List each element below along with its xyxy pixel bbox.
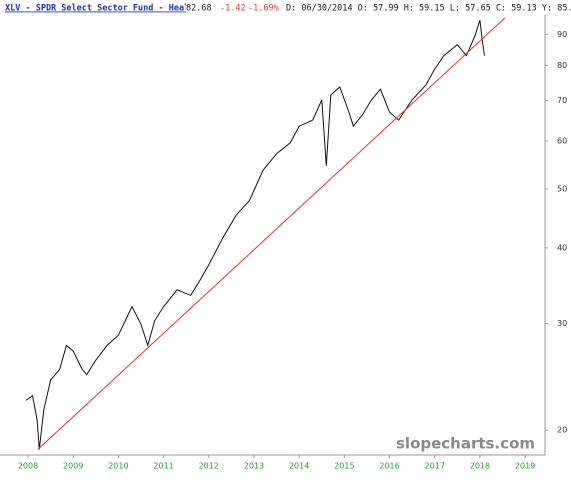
series-line [25, 20, 485, 450]
y-tick-label: 90 [557, 30, 567, 39]
y-tick-label: 30 [557, 319, 567, 328]
y-tick-label: 80 [557, 61, 567, 70]
series-line [37, 17, 506, 450]
x-tick-label: 2013 [244, 462, 264, 471]
x-tick-label: 2012 [199, 462, 219, 471]
y-tick-label: 20 [557, 426, 567, 435]
x-tick-label: 2014 [289, 462, 309, 471]
y-tick-label: 40 [557, 243, 567, 252]
x-tick-label: 2019 [515, 462, 535, 471]
watermark: slopecharts.com [396, 435, 535, 453]
x-tick-label: 2008 [18, 462, 38, 471]
quote-change: -1.42 [220, 4, 246, 14]
quote-detail: D: 06/30/2014 O: 57.99 H: 59.15 L: 57.65… [286, 4, 571, 14]
x-tick-label: 2018 [470, 462, 490, 471]
x-tick-label: 2016 [379, 462, 399, 471]
x-tick-label: 2017 [425, 462, 445, 471]
x-tick-label: 2011 [153, 462, 173, 471]
x-tick-label: 2015 [334, 462, 354, 471]
quote-change-pct: -1.69% [248, 4, 279, 14]
y-tick-label: 70 [557, 96, 567, 105]
chart-title: XLV - SPDR Select Sector Fund - Health C [5, 4, 210, 14]
x-tick-label: 2009 [63, 462, 83, 471]
x-tick-label: 2010 [108, 462, 128, 471]
y-tick-label: 50 [557, 185, 567, 194]
quote-last: 82.68 [186, 4, 212, 14]
y-tick-label: 60 [557, 137, 567, 146]
